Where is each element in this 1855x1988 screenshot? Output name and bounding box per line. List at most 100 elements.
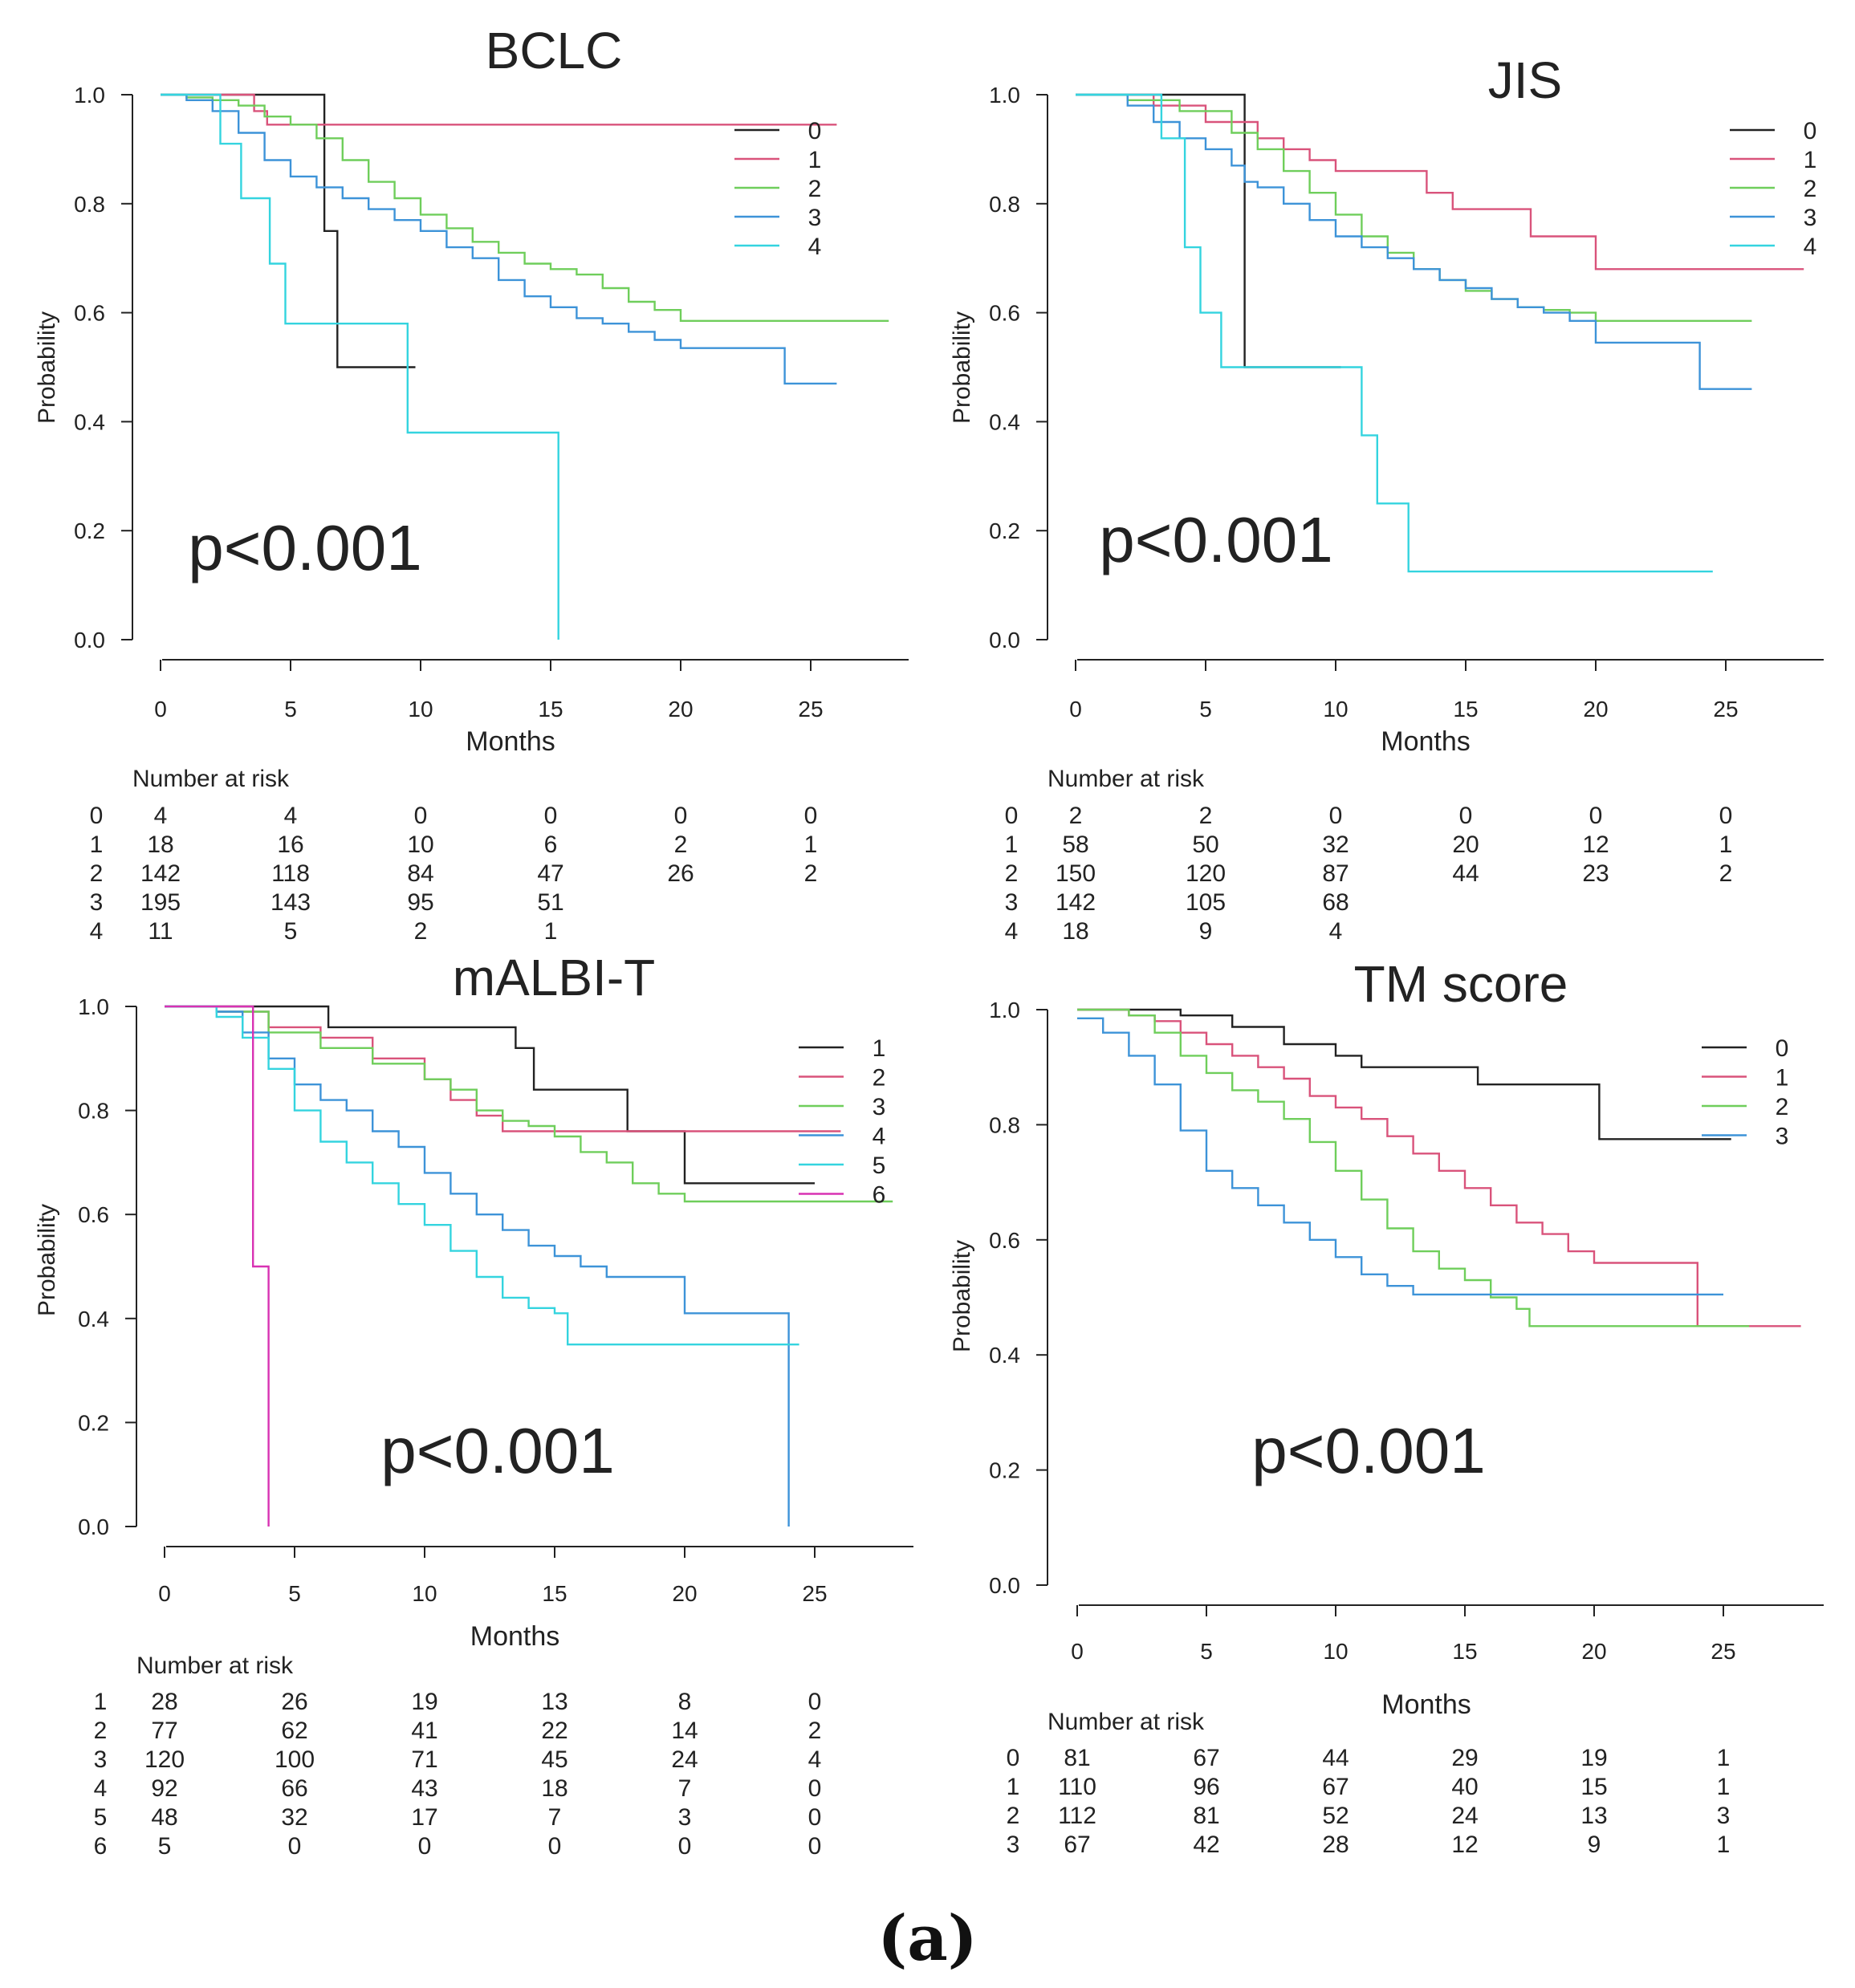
risk-table-cell: 0 bbox=[288, 1833, 302, 1860]
risk-table-cell: 0 bbox=[1589, 803, 1603, 829]
risk-table-cell: 12 bbox=[1582, 831, 1609, 858]
risk-table-cell: 1 bbox=[1719, 831, 1733, 858]
risk-table-cell: 1 bbox=[544, 918, 558, 945]
x-tick-label: 5 bbox=[284, 697, 297, 722]
risk-table-cell: 7 bbox=[678, 1775, 692, 1802]
risk-table-cell: 81 bbox=[1064, 1745, 1090, 1771]
risk-table-cell: 0 bbox=[548, 1833, 562, 1860]
risk-table-cell: 67 bbox=[1064, 1831, 1090, 1858]
legend-label: 1 bbox=[1804, 147, 1817, 173]
risk-table-group-label: 2 bbox=[94, 1718, 108, 1744]
risk-table-cell: 12 bbox=[1451, 1831, 1478, 1858]
risk-table-cell: 4 bbox=[284, 803, 298, 829]
risk-table-cell: 2 bbox=[1719, 860, 1733, 887]
risk-table-cell: 42 bbox=[1193, 1831, 1219, 1858]
survival-curve-group-1 bbox=[165, 1005, 815, 1185]
risk-table-cell: 17 bbox=[411, 1804, 437, 1831]
chart-title: JIS bbox=[1488, 51, 1562, 109]
legend-label: 3 bbox=[873, 1094, 886, 1120]
risk-table-group-label: 3 bbox=[90, 889, 104, 916]
risk-table-cell: 4 bbox=[154, 803, 168, 829]
risk-table-group-label: 4 bbox=[1005, 918, 1019, 945]
legend-label: 2 bbox=[1776, 1094, 1789, 1120]
risk-table-cell: 68 bbox=[1322, 889, 1349, 916]
risk-table-cell: 0 bbox=[808, 1804, 822, 1831]
y-tick-label: 0.8 bbox=[989, 1112, 1020, 1137]
survival-curve-group-3 bbox=[165, 1005, 893, 1203]
y-tick-label: 0.4 bbox=[78, 1307, 109, 1331]
y-tick-label: 0.2 bbox=[74, 518, 105, 543]
legend-label: 0 bbox=[1776, 1035, 1789, 1062]
y-tick-label: 0.0 bbox=[78, 1514, 109, 1539]
risk-table-cell: 24 bbox=[671, 1746, 698, 1773]
y-tick-label: 0.0 bbox=[74, 628, 105, 653]
risk-table-group-label: 2 bbox=[90, 860, 104, 887]
risk-table-cell: 7 bbox=[548, 1804, 562, 1831]
risk-table-cell: 32 bbox=[281, 1804, 307, 1831]
risk-table-cell: 58 bbox=[1062, 831, 1088, 858]
survival-curve-group-4 bbox=[165, 1005, 790, 1527]
y-tick-label: 0.6 bbox=[78, 1202, 109, 1227]
x-tick-label: 0 bbox=[1069, 697, 1082, 722]
risk-table-title: Number at risk bbox=[1048, 1709, 1205, 1735]
risk-table-group-label: 4 bbox=[90, 918, 104, 945]
risk-table-group-label: 6 bbox=[94, 1833, 108, 1860]
x-tick-label: 20 bbox=[1583, 697, 1608, 722]
x-tick-label: 20 bbox=[1581, 1639, 1606, 1664]
risk-table-cell: 100 bbox=[275, 1746, 315, 1773]
risk-table-cell: 120 bbox=[144, 1746, 185, 1773]
risk-table-group-label: 3 bbox=[1005, 889, 1019, 916]
risk-table-cell: 5 bbox=[284, 918, 298, 945]
risk-table-group-label: 3 bbox=[94, 1746, 108, 1773]
y-tick-label: 0.4 bbox=[989, 409, 1020, 434]
risk-table-cell: 28 bbox=[1322, 1831, 1349, 1858]
y-tick-label: 0.8 bbox=[78, 1099, 109, 1124]
risk-table-cell: 118 bbox=[271, 860, 310, 887]
survival-curve-group-0 bbox=[161, 93, 416, 368]
x-tick-label: 0 bbox=[154, 697, 167, 722]
chart-panel-malbi: mALBI-T0.00.20.40.60.81.00 5 10 15 20 25Month… bbox=[34, 949, 913, 1860]
x-tick-label: 10 bbox=[1323, 697, 1348, 722]
y-tick-label: 0.6 bbox=[74, 301, 105, 326]
risk-table-cell: 3 bbox=[1717, 1803, 1731, 1829]
survival-curve-group-5 bbox=[165, 1005, 799, 1346]
risk-table-group-label: 1 bbox=[90, 831, 104, 858]
legend-label: 0 bbox=[1804, 118, 1817, 144]
y-tick-label: 0.0 bbox=[989, 1573, 1020, 1598]
y-tick-label: 1.0 bbox=[989, 83, 1020, 108]
risk-table-cell: 0 bbox=[678, 1833, 692, 1860]
x-tick-label: 25 bbox=[802, 1581, 827, 1606]
risk-table-cell: 51 bbox=[537, 889, 563, 916]
risk-table-cell: 48 bbox=[151, 1804, 177, 1831]
risk-table-cell: 22 bbox=[541, 1718, 567, 1744]
x-tick-label: 15 bbox=[538, 697, 563, 722]
risk-table-cell: 0 bbox=[544, 803, 558, 829]
x-tick-label: 10 bbox=[412, 1581, 437, 1606]
risk-table-cell: 2 bbox=[1069, 803, 1083, 829]
risk-table-cell: 44 bbox=[1452, 860, 1479, 887]
x-tick-label: 20 bbox=[672, 1581, 697, 1606]
x-tick-label: 25 bbox=[798, 697, 823, 722]
risk-table-cell: 19 bbox=[1580, 1745, 1607, 1771]
risk-table-group-label: 1 bbox=[94, 1689, 108, 1715]
legend-label: 1 bbox=[873, 1035, 886, 1062]
risk-table-cell: 67 bbox=[1322, 1774, 1349, 1800]
risk-table-cell: 23 bbox=[1582, 860, 1609, 887]
risk-table-cell: 0 bbox=[804, 803, 818, 829]
risk-table-cell: 8 bbox=[678, 1689, 692, 1715]
x-tick-label: 20 bbox=[668, 697, 693, 722]
risk-table-cell: 13 bbox=[541, 1689, 567, 1715]
risk-table-cell: 10 bbox=[407, 831, 433, 858]
risk-table-cell: 81 bbox=[1193, 1803, 1219, 1829]
risk-table-cell: 150 bbox=[1056, 860, 1096, 887]
x-axis-label: Months bbox=[466, 726, 555, 757]
risk-table-group-label: 0 bbox=[1005, 803, 1019, 829]
risk-table-cell: 2 bbox=[808, 1718, 822, 1744]
risk-table-cell: 9 bbox=[1199, 918, 1213, 945]
risk-table-cell: 67 bbox=[1193, 1745, 1219, 1771]
y-tick-label: 0.6 bbox=[989, 301, 1020, 326]
risk-table-cell: 1 bbox=[1717, 1831, 1731, 1858]
risk-table-cell: 40 bbox=[1451, 1774, 1478, 1800]
